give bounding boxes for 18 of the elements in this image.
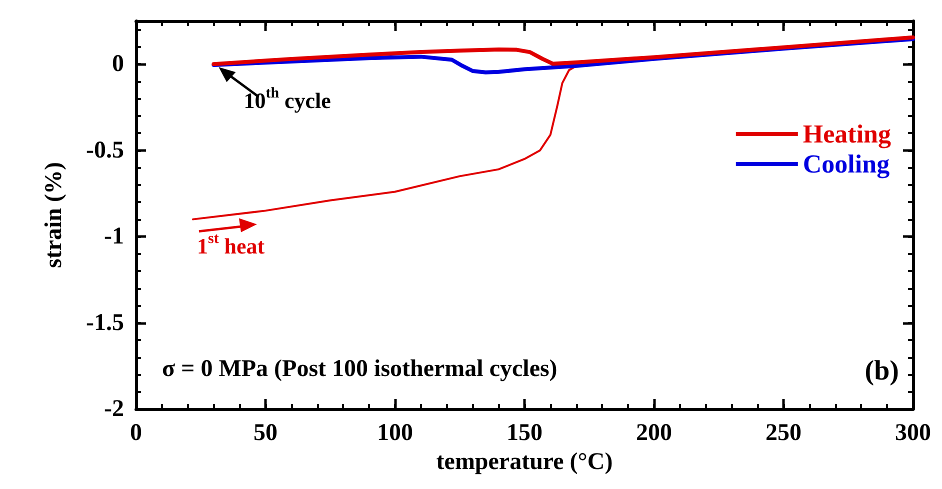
x-tick-label: 250 (766, 420, 802, 446)
y-tick-label: -1.5 (86, 310, 124, 336)
y-tick-label: -2 (104, 396, 124, 422)
x-tick-label: 200 (636, 420, 672, 446)
y-tick-label: -0.5 (86, 137, 124, 164)
legend-label: Heating (802, 120, 892, 148)
x-tick-label: 150 (506, 420, 542, 446)
annotation: σ = 0 MPa (Post 100 isothermal cycles) (162, 356, 558, 382)
y-tick-label: -1 (104, 224, 124, 250)
x-tick-label: 0 (130, 420, 142, 446)
y-tick-label: 0 (112, 51, 124, 78)
legend-label: Cooling (802, 150, 890, 178)
x-tick-label: 300 (895, 420, 931, 446)
annotation: (b) (864, 356, 899, 386)
x-tick-label: 50 (254, 420, 278, 446)
y-axis-title: strain (%) (41, 162, 67, 268)
x-axis-title: temperature (°C) (436, 448, 613, 475)
x-tick-label: 100 (377, 420, 413, 446)
